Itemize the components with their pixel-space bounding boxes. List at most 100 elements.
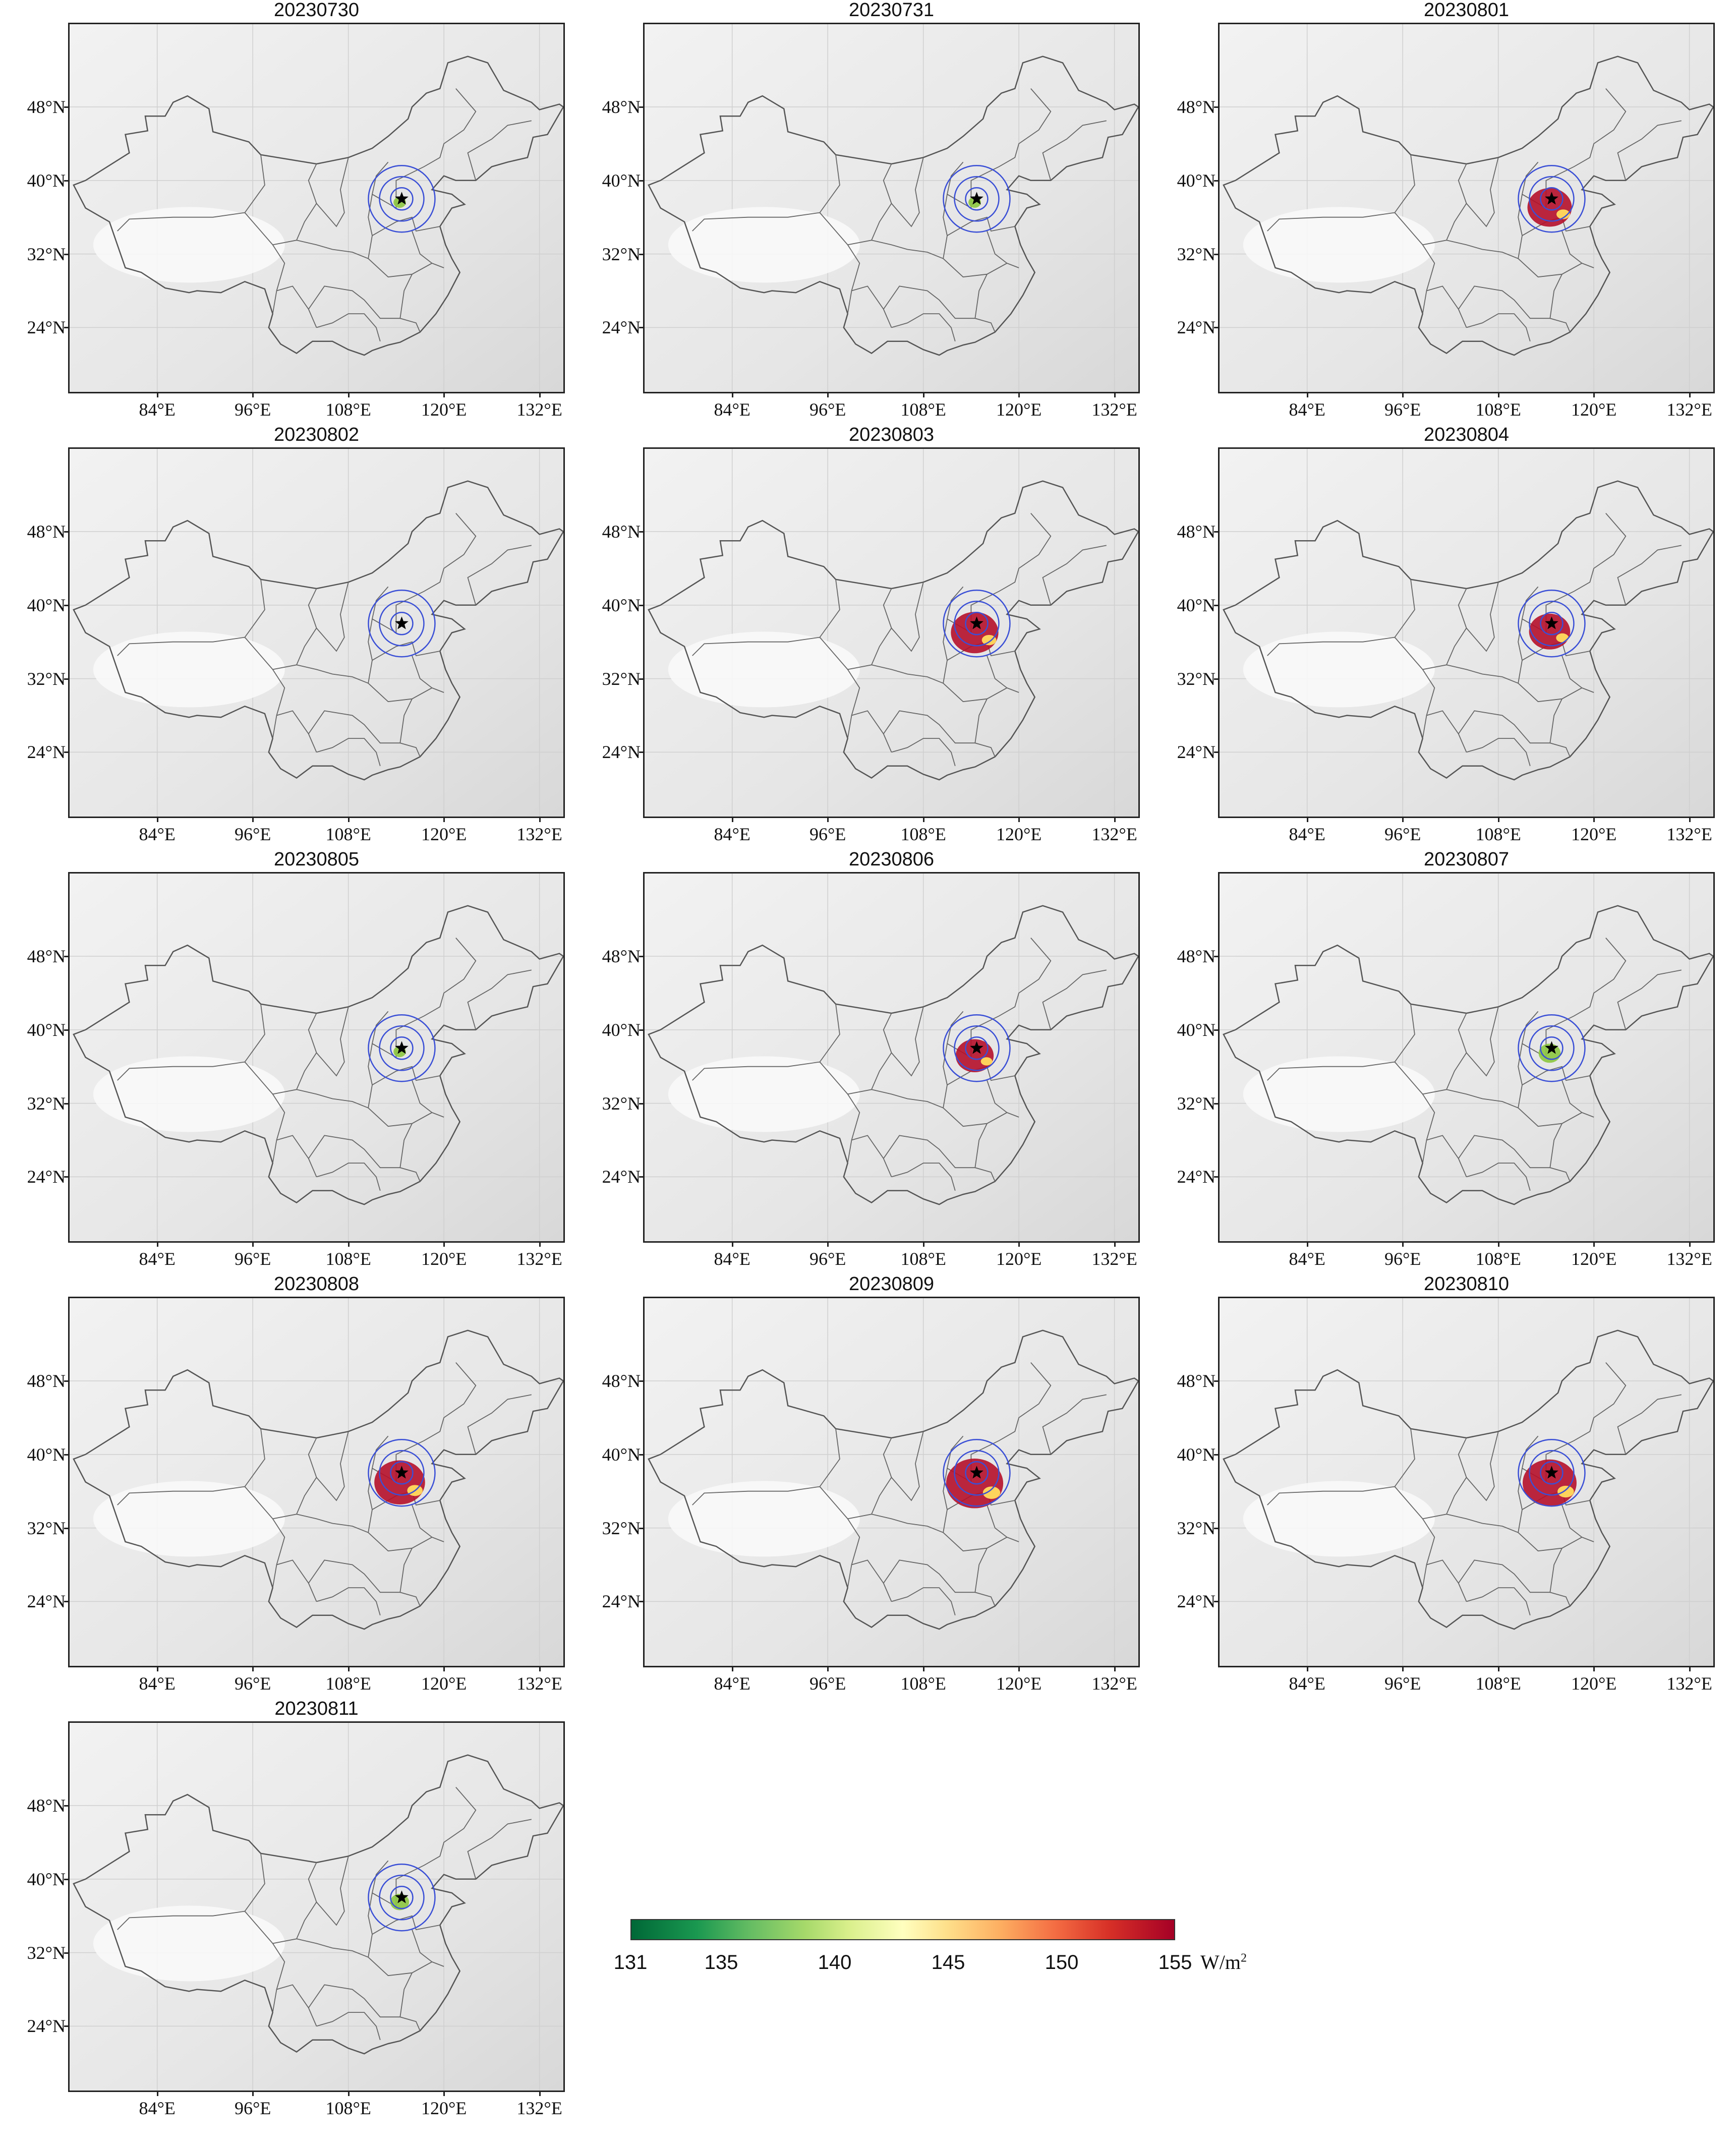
province-boundary <box>1458 710 1571 757</box>
province-boundary <box>1466 1163 1531 1191</box>
latitude-tick-label: 32°N <box>1177 668 1216 689</box>
province-boundary <box>692 154 840 231</box>
terrain-background <box>645 874 1138 1241</box>
province-boundary <box>1522 1066 1590 1085</box>
province-boundary <box>244 1862 317 1944</box>
longitude-tick <box>348 2092 350 2096</box>
longitude-tick <box>1306 1667 1308 1671</box>
latitude-tick <box>639 1454 643 1456</box>
longitude-tick-label: 120°E <box>421 2098 467 2118</box>
province-boundary <box>244 1437 317 1520</box>
province-boundary <box>851 1135 892 1177</box>
country-boundary <box>73 1754 563 2055</box>
latitude-tick-label: 40°N <box>27 1444 66 1465</box>
latitude-tick <box>639 1527 643 1529</box>
province-boundary <box>819 588 892 670</box>
province-boundary <box>1561 655 1583 688</box>
province-boundary <box>272 1943 285 2013</box>
province-boundary <box>1561 230 1583 264</box>
longitude-tick-label: 96°E <box>234 1249 271 1269</box>
buffer-ring <box>1529 1450 1575 1496</box>
terrain-background <box>1220 874 1713 1241</box>
basemap <box>645 449 1138 817</box>
province-boundary <box>276 1559 317 1602</box>
longitude-tick <box>348 818 350 822</box>
province-boundary <box>467 1819 532 1880</box>
province-boundary <box>368 1435 389 1533</box>
longitude-tick <box>731 393 733 397</box>
province-boundary <box>368 161 389 259</box>
longitude-tick <box>827 1667 829 1671</box>
longitude-tick-label: 132°E <box>516 1249 562 1269</box>
longitude-tick <box>252 2092 254 2096</box>
longitude-tick-label: 96°E <box>234 2098 271 2118</box>
panel-title: 20230809 <box>848 1273 935 1295</box>
map-panel: 20230808 48°N 40°N 32°N 24°N 84°E 96°E 108°E 120… <box>0 1274 570 1703</box>
latitude-tick <box>1214 327 1218 329</box>
buffer-ring <box>1529 1025 1575 1071</box>
province-boundary <box>1549 699 1563 743</box>
buffer-ring <box>943 1439 1011 1507</box>
latitude-tick <box>639 604 643 606</box>
panel-title: 20230811 <box>274 1698 359 1719</box>
province-boundary <box>1394 1437 1467 1520</box>
province-boundary <box>1394 1013 1467 1095</box>
map-frame <box>1218 872 1715 1243</box>
latitude-tick <box>64 1952 68 1954</box>
longitude-tick-label: 132°E <box>1666 1673 1712 1694</box>
latitude-tick <box>64 2025 68 2027</box>
plateau-relief <box>1243 1056 1435 1132</box>
longitude-tick-label: 96°E <box>809 824 846 844</box>
longitude-tick-label: 120°E <box>996 1249 1042 1269</box>
longitude-tick-label: 84°E <box>139 2098 176 2118</box>
province-boundary <box>1422 244 1435 314</box>
plateau-relief <box>93 1056 285 1132</box>
latitude-tick <box>639 327 643 329</box>
province-boundary <box>316 582 349 652</box>
longitude-tick <box>539 2092 541 2096</box>
province-boundary <box>891 1007 924 1077</box>
heat-hotspot-edge <box>1557 1485 1574 1498</box>
province-boundary <box>117 1004 265 1081</box>
terrain-background <box>1220 1298 1713 1666</box>
latitude-tick <box>639 1029 643 1031</box>
province-boundary <box>871 664 944 684</box>
buffer-ring <box>1540 612 1564 635</box>
province-boundary <box>974 274 988 319</box>
latitude-tick <box>1214 531 1218 533</box>
longitude-tick <box>922 1667 924 1671</box>
latitude-tick-label: 32°N <box>602 1093 641 1114</box>
latitude-tick-label: 48°N <box>27 521 66 542</box>
longitude-tick-label: 84°E <box>139 399 176 420</box>
province-boundary <box>316 157 349 227</box>
province-boundary <box>1394 588 1467 670</box>
map-frame <box>68 447 565 818</box>
province-boundary <box>399 699 413 743</box>
province-boundary <box>368 1532 444 1552</box>
province-boundary <box>819 1437 892 1520</box>
province-boundary <box>368 1108 444 1127</box>
buffer-ring <box>368 165 436 233</box>
latitude-tick <box>64 956 68 958</box>
latitude-tick <box>64 1176 68 1178</box>
longitude-tick <box>348 1243 350 1247</box>
map-frame <box>643 1297 1140 1667</box>
map-frame <box>643 872 1140 1243</box>
province-boundary <box>871 1514 944 1533</box>
latitude-tick-label: 24°N <box>27 2016 66 2037</box>
province-boundary <box>891 313 956 342</box>
province-boundary <box>1446 1514 1519 1533</box>
latitude-tick-label: 32°N <box>27 1518 66 1538</box>
latitude-tick <box>639 678 643 680</box>
map-frame <box>1218 447 1715 818</box>
province-boundary <box>1426 285 1467 328</box>
country-boundary <box>73 905 563 1205</box>
latitude-tick-label: 24°N <box>602 1591 641 1612</box>
province-boundary <box>1617 969 1682 1030</box>
longitude-tick <box>1689 393 1691 397</box>
longitude-tick-label: 84°E <box>1289 824 1325 844</box>
longitude-tick <box>1402 818 1404 822</box>
longitude-tick <box>1593 1667 1595 1671</box>
longitude-tick <box>252 1243 254 1247</box>
latitude-tick-label: 32°N <box>602 668 641 689</box>
